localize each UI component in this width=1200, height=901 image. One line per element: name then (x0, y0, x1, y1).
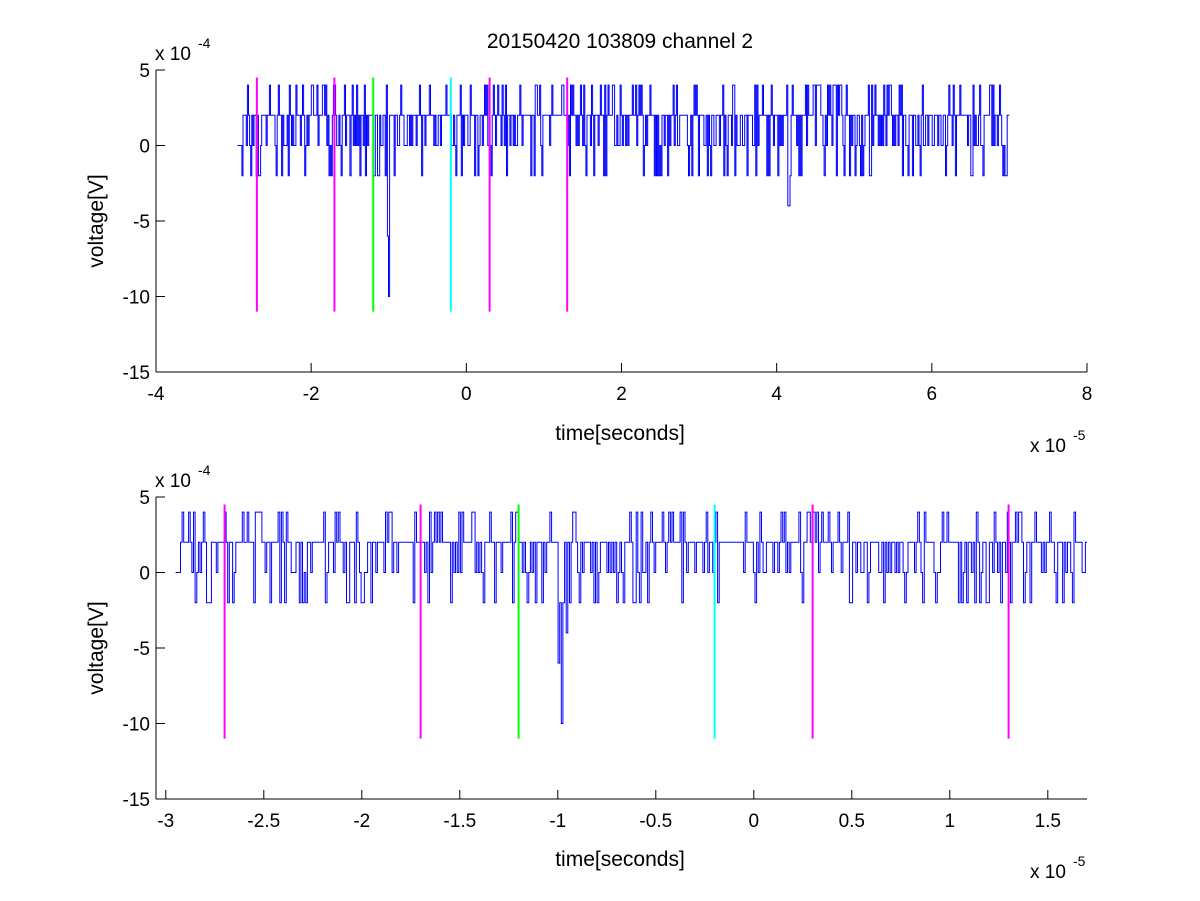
x-tick-label: -2 (353, 811, 370, 832)
x-tick-label: 1.5 (1035, 811, 1061, 832)
y-tick-label: 5 (139, 488, 150, 509)
x-axis-label: time[seconds] (555, 848, 685, 871)
x-tick-label: -0.5 (639, 811, 672, 832)
x-tick-label: 0 (749, 811, 760, 832)
x-tick-label: 2 (616, 384, 627, 405)
x-axis-label: time[seconds] (555, 422, 685, 445)
svg-text:x 10: x 10 (155, 471, 191, 492)
x-exponent-label: x 10 -5 (1030, 853, 1086, 883)
svg-text:x 10: x 10 (155, 44, 191, 65)
y-tick-label: -10 (123, 715, 150, 736)
x-tick-label: -4 (148, 384, 165, 405)
signal-trace (175, 511, 1087, 724)
signal-trace (237, 84, 1010, 297)
y-axis-label: voltage[V] (85, 601, 108, 694)
y-tick-label: -15 (123, 363, 150, 384)
x-tick-label: -2.5 (247, 811, 280, 832)
x-tick-label: 1 (945, 811, 956, 832)
x-tick-label: -1.5 (443, 811, 476, 832)
y-exponent-label: x 10 -4 (155, 35, 211, 65)
y-tick-label: 5 (139, 61, 150, 82)
svg-text:-4: -4 (198, 35, 211, 51)
x-tick-label: -3 (157, 811, 174, 832)
x-tick-label: 0.5 (839, 811, 865, 832)
svg-text:x 10: x 10 (1030, 862, 1066, 883)
y-tick-label: -5 (133, 212, 150, 233)
svg-text:-5: -5 (1073, 853, 1086, 869)
y-tick-label: 0 (139, 137, 150, 158)
y-tick-label: -15 (123, 790, 150, 811)
x-tick-label: -2 (303, 384, 320, 405)
svg-text:-4: -4 (198, 462, 211, 478)
x-exponent-label: x 10 -5 (1030, 427, 1086, 457)
svg-text:-5: -5 (1073, 427, 1086, 443)
svg-text:x 10: x 10 (1030, 436, 1066, 457)
chart-title: 20150420 103809 channel 2 (487, 30, 753, 53)
x-tick-label: -1 (549, 811, 566, 832)
x-tick-label: 8 (1082, 384, 1093, 405)
top-plot: 20150420 103809 channel 2 x 10 -4 x 10 -… (85, 30, 1092, 457)
y-tick-label: 0 (139, 564, 150, 585)
y-axis-label: voltage[V] (85, 174, 108, 267)
y-exponent-label: x 10 -4 (155, 462, 211, 492)
bottom-plot: x 10 -4 x 10 -5 time[seconds] voltage[V]… (85, 462, 1087, 883)
x-tick-label: 4 (771, 384, 782, 405)
y-tick-label: -10 (123, 288, 150, 309)
y-tick-label: -5 (133, 639, 150, 660)
x-tick-label: 6 (927, 384, 938, 405)
x-tick-label: 0 (461, 384, 472, 405)
